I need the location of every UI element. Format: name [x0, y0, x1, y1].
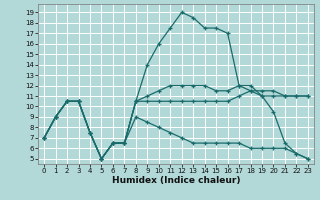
X-axis label: Humidex (Indice chaleur): Humidex (Indice chaleur) — [112, 176, 240, 185]
